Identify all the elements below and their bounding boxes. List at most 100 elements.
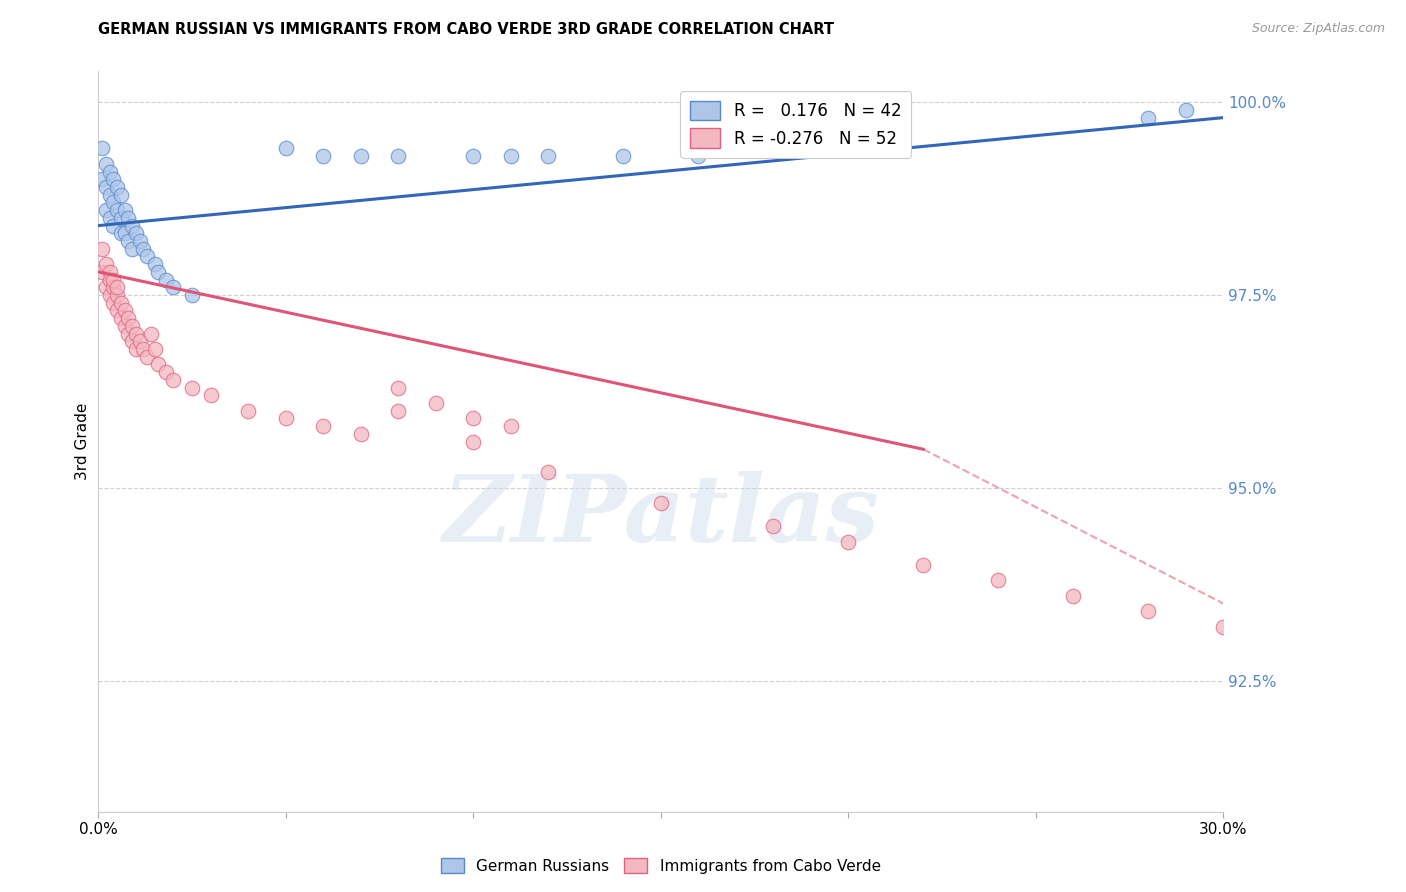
Point — [425, 396, 447, 410]
Point — [114, 318, 136, 333]
Y-axis label: 3rd Grade: 3rd Grade — [75, 403, 90, 480]
Point — [121, 219, 143, 233]
Point — [312, 149, 335, 163]
Point — [148, 358, 170, 372]
Point — [103, 272, 125, 286]
Point — [110, 187, 132, 202]
Point — [274, 141, 297, 155]
Point — [94, 257, 117, 271]
Text: ZIPatlas: ZIPatlas — [443, 471, 879, 560]
Point — [110, 311, 132, 326]
Point — [155, 272, 177, 286]
Point — [143, 257, 166, 271]
Point — [162, 373, 184, 387]
Point — [387, 403, 409, 417]
Point — [463, 434, 485, 449]
Point — [105, 280, 128, 294]
Point — [105, 303, 128, 318]
Point — [987, 574, 1010, 588]
Point — [91, 172, 114, 186]
Point — [537, 149, 560, 163]
Point — [121, 318, 143, 333]
Point — [181, 288, 204, 302]
Point — [181, 380, 204, 394]
Point — [105, 203, 128, 218]
Point — [94, 280, 117, 294]
Point — [98, 211, 121, 225]
Point — [103, 280, 125, 294]
Point — [98, 265, 121, 279]
Point — [650, 496, 672, 510]
Point — [98, 187, 121, 202]
Point — [132, 342, 155, 356]
Point — [350, 426, 373, 441]
Point — [837, 534, 859, 549]
Point — [114, 303, 136, 318]
Point — [128, 234, 150, 248]
Point — [117, 211, 139, 225]
Point — [98, 288, 121, 302]
Point — [94, 157, 117, 171]
Point — [1062, 589, 1084, 603]
Point — [110, 227, 132, 241]
Point — [128, 334, 150, 349]
Point — [98, 164, 121, 178]
Point — [103, 219, 125, 233]
Point — [114, 227, 136, 241]
Point — [162, 280, 184, 294]
Point — [98, 272, 121, 286]
Point — [136, 350, 159, 364]
Point — [105, 288, 128, 302]
Point — [136, 249, 159, 263]
Point — [463, 149, 485, 163]
Point — [1212, 619, 1234, 633]
Point — [155, 365, 177, 379]
Point — [499, 419, 522, 434]
Point — [114, 203, 136, 218]
Point — [103, 195, 125, 210]
Point — [537, 466, 560, 480]
Point — [350, 149, 373, 163]
Point — [238, 403, 260, 417]
Point — [139, 326, 162, 341]
Point — [110, 295, 132, 310]
Point — [121, 242, 143, 256]
Point — [132, 242, 155, 256]
Point — [1174, 103, 1197, 117]
Point — [103, 172, 125, 186]
Point — [143, 342, 166, 356]
Point — [688, 149, 710, 163]
Point — [387, 149, 409, 163]
Point — [125, 342, 148, 356]
Point — [499, 149, 522, 163]
Point — [387, 380, 409, 394]
Point — [612, 149, 634, 163]
Point — [274, 411, 297, 425]
Point — [200, 388, 222, 402]
Point — [148, 265, 170, 279]
Point — [125, 326, 148, 341]
Point — [125, 227, 148, 241]
Point — [912, 558, 935, 572]
Point — [1137, 604, 1160, 618]
Point — [121, 334, 143, 349]
Point — [94, 180, 117, 194]
Point — [117, 234, 139, 248]
Point — [463, 411, 485, 425]
Point — [91, 242, 114, 256]
Point — [91, 265, 114, 279]
Point — [762, 519, 785, 533]
Text: Source: ZipAtlas.com: Source: ZipAtlas.com — [1251, 22, 1385, 36]
Point — [117, 311, 139, 326]
Point — [105, 180, 128, 194]
Point — [94, 203, 117, 218]
Point — [312, 419, 335, 434]
Point — [91, 141, 114, 155]
Text: GERMAN RUSSIAN VS IMMIGRANTS FROM CABO VERDE 3RD GRADE CORRELATION CHART: GERMAN RUSSIAN VS IMMIGRANTS FROM CABO V… — [98, 22, 834, 37]
Legend: R =   0.176   N = 42, R = -0.276   N = 52: R = 0.176 N = 42, R = -0.276 N = 52 — [681, 91, 911, 158]
Point — [1137, 111, 1160, 125]
Legend: German Russians, Immigrants from Cabo Verde: German Russians, Immigrants from Cabo Ve… — [434, 852, 887, 880]
Point — [117, 326, 139, 341]
Point — [110, 211, 132, 225]
Point — [103, 295, 125, 310]
